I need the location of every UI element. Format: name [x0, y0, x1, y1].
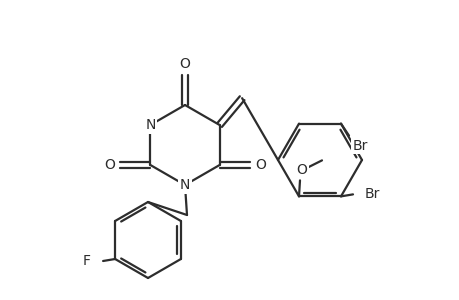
Text: F: F	[83, 254, 91, 268]
Text: N: N	[179, 178, 190, 192]
Text: O: O	[104, 158, 115, 172]
Text: N: N	[145, 118, 155, 132]
Text: Br: Br	[364, 188, 380, 201]
Text: O: O	[255, 158, 265, 172]
Text: Br: Br	[352, 139, 368, 153]
Text: O: O	[179, 57, 190, 71]
Text: O: O	[296, 164, 307, 177]
